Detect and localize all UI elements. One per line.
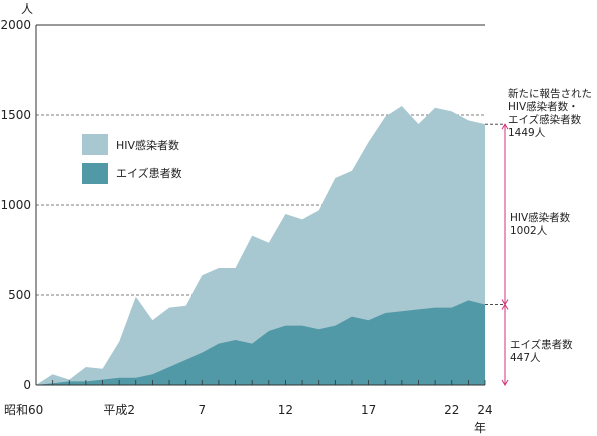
x-tick-label: 17: [361, 403, 376, 417]
bracket-arrow-bottom: [501, 379, 509, 386]
annotation-hiv: HIV感染者数 1002人: [510, 211, 571, 237]
y-tick-label: 0: [23, 378, 31, 392]
annotation-total-line1: 新たに報告された: [508, 87, 592, 100]
legend-swatch-hiv: [82, 134, 108, 155]
x-unit-label: 年: [474, 421, 486, 435]
legend-swatch-aids: [82, 163, 108, 184]
x-tick-label: 昭和60: [4, 403, 43, 417]
annotation-aids-line2: 447人: [510, 352, 541, 364]
x-tick-label: 平成2: [103, 403, 135, 417]
y-unit-label: 人: [21, 2, 33, 16]
annotation-total-line4: 1449人: [508, 127, 546, 139]
annotation-brackets: [485, 123, 509, 386]
bracket-arrow-top: [501, 123, 509, 130]
annotation-hiv-line2: 1002人: [510, 225, 548, 237]
legend: HIV感染者数 エイズ患者数: [82, 134, 182, 184]
y-tick-label: 2000: [0, 18, 31, 32]
y-tick-label: 1000: [0, 198, 31, 212]
axes: [35, 24, 486, 386]
annotation-total-line2: HIV感染者数・: [508, 100, 579, 113]
area-series: [36, 106, 485, 385]
legend-label-hiv: HIV感染者数: [116, 138, 179, 152]
annotation-total: 新たに報告された HIV感染者数・ エイズ感染者数 1449人: [508, 87, 592, 139]
y-tick-labels: 0 500 1000 1500 2000: [0, 18, 31, 392]
annotation-total-line3: エイズ感染者数: [508, 113, 582, 126]
y-tick-label: 1500: [0, 108, 31, 122]
x-tick-label: 22: [444, 403, 459, 417]
annotation-hiv-line1: HIV感染者数: [510, 211, 571, 224]
x-tick-label: 7: [198, 403, 206, 417]
area-series-aids: [36, 300, 485, 385]
legend-label-aids: エイズ患者数: [116, 166, 182, 180]
bracket-arrow-mid-down: [501, 303, 509, 310]
annotation-aids: エイズ患者数 447人: [510, 338, 573, 364]
annotation-aids-line1: エイズ患者数: [510, 338, 573, 351]
y-tick-label: 500: [8, 288, 31, 302]
area-series-hiv: [36, 106, 485, 385]
x-tick-label: 12: [278, 403, 293, 417]
x-tick-labels: 昭和60 平成2 7 12 17 22 24: [4, 403, 493, 417]
x-tick-label: 24: [477, 403, 492, 417]
